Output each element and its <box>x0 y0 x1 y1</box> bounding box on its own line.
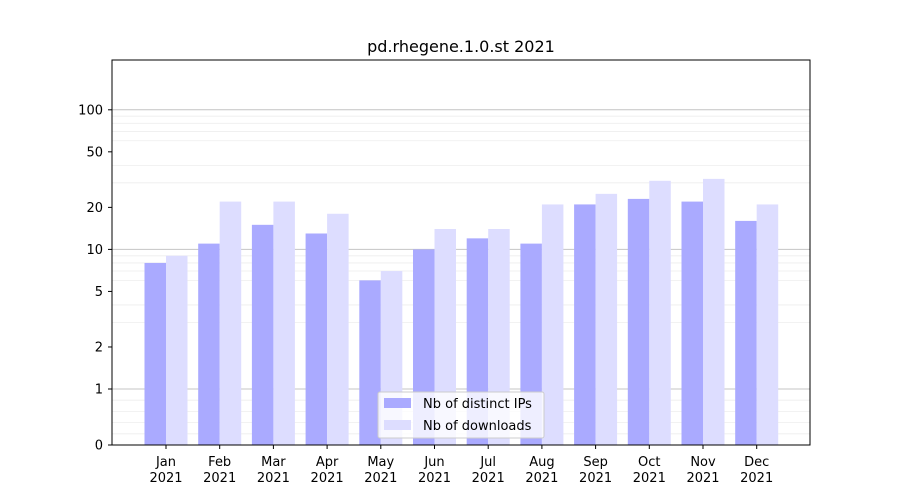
legend: Nb of distinct IPs Nb of downloads <box>377 391 545 439</box>
x-axis: Jan 2021 Feb 2021 Mar 2021 Apr 2021 May 2021 Jun 20… <box>149 445 773 486</box>
x-tick-label: May 2021 <box>364 455 397 486</box>
bar-downloads-sep <box>595 193 618 445</box>
bar-downloads-apr <box>327 213 349 445</box>
x-tick-label: Mar 2021 <box>257 455 290 486</box>
x-tick-label: Sep 2021 <box>579 455 612 486</box>
x-tick-label: Dec 2021 <box>740 455 773 486</box>
bar-downloads-jul <box>488 229 510 445</box>
bar-downloads-feb <box>219 201 242 445</box>
bar-distinct-ips-sep <box>574 204 596 445</box>
y-tick-label: 20 <box>86 201 103 216</box>
x-tick-label: Nov 2021 <box>686 455 719 486</box>
legend-box <box>377 391 545 439</box>
legend-swatch-downloads <box>384 420 411 430</box>
bar-downloads-aug <box>541 204 564 445</box>
chart-title: pd.rhegene.1.0.st 2021 <box>367 37 555 56</box>
bar-downloads-jun <box>434 229 456 445</box>
x-tick-label: Apr 2021 <box>311 455 344 486</box>
y-tick-label: 0 <box>95 439 103 454</box>
bar-distinct-ips-nov <box>681 201 703 445</box>
bar-distinct-ips-apr <box>305 233 328 445</box>
bar-distinct-ips-oct <box>627 198 650 445</box>
y-tick-label: 10 <box>86 243 103 258</box>
bar-downloads-nov <box>703 178 725 446</box>
bar-downloads-oct <box>649 180 671 445</box>
y-axis: 0 1 2 5 10 20 50 100 <box>78 103 112 454</box>
y-tick-label: 2 <box>95 340 103 355</box>
legend-swatch-distinct-ips <box>384 398 411 408</box>
x-tick-label: Aug 2021 <box>525 455 558 486</box>
plot-frame <box>111 59 811 446</box>
bar-downloads-jan <box>166 255 188 445</box>
y-tick-label: 50 <box>86 145 103 160</box>
bar-distinct-ips-mar <box>251 224 274 445</box>
bar-distinct-ips-may <box>359 280 381 445</box>
bar-distinct-ips-dec <box>735 220 757 445</box>
x-tick-label: Jan 2021 <box>149 455 182 486</box>
legend-label-distinct-ips: Nb of distinct IPs <box>423 397 532 412</box>
x-tick-label: Feb 2021 <box>203 455 236 486</box>
bar-distinct-ips-jan <box>144 262 166 445</box>
bar-distinct-ips-feb <box>198 243 220 445</box>
y-tick-label: 100 <box>78 103 103 118</box>
legend-label-downloads: Nb of downloads <box>423 419 532 434</box>
bar-downloads-dec <box>756 204 779 445</box>
bar-downloads-mar <box>273 201 295 445</box>
x-tick-label: Jul 2021 <box>472 455 505 486</box>
x-tick-label: Jun 2021 <box>418 455 451 486</box>
y-tick-label: 5 <box>95 285 103 300</box>
y-tick-label: 1 <box>95 383 103 398</box>
x-tick-label: Oct 2021 <box>633 455 666 486</box>
